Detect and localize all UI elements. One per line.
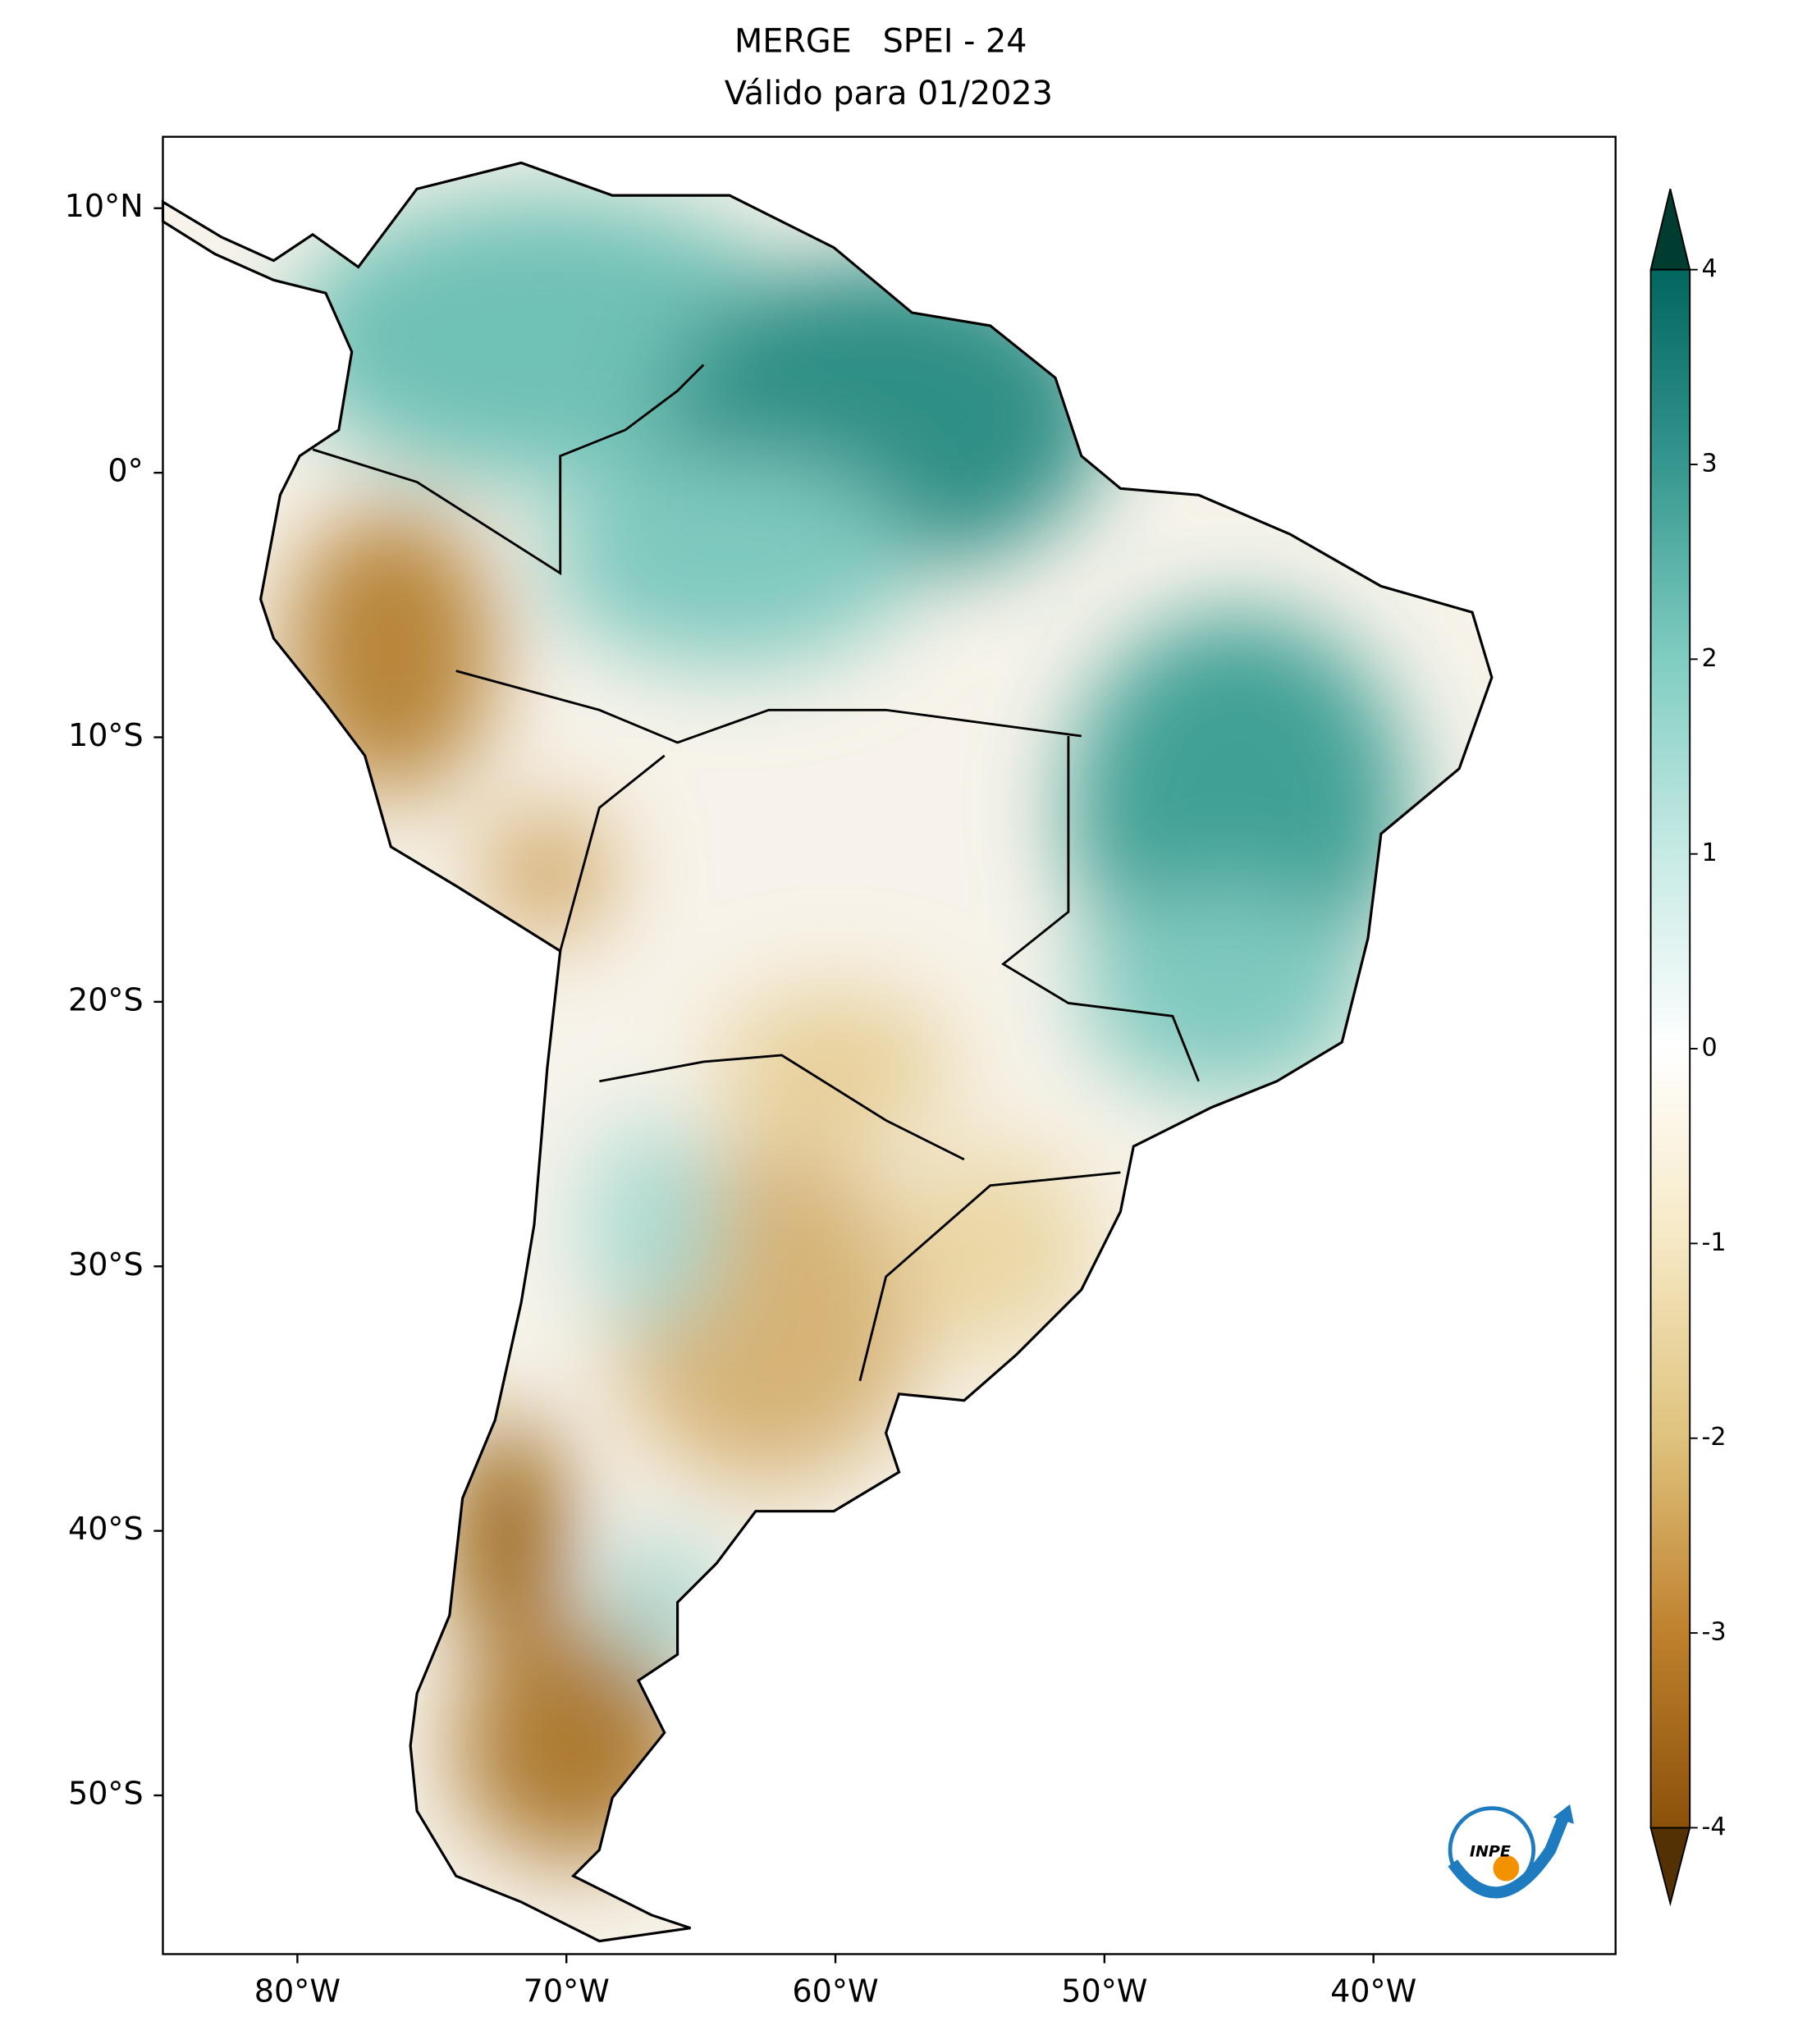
colorbar-tick-label: 4 [1701, 254, 1717, 283]
inpe-logo: INPE [1448, 1804, 1574, 1899]
colorbar-extend-high [1649, 188, 1691, 271]
x-tick-label: 40°W [1330, 1973, 1416, 2010]
x-tick-label: 50°W [1061, 1973, 1147, 2010]
y-tick-label: 50°S [68, 1776, 144, 1812]
y-tick-label: 10°N [65, 188, 144, 224]
x-tick-label: 60°W [792, 1973, 878, 2010]
colorbar-tick-label: -3 [1701, 1618, 1726, 1647]
logo-text: INPE [1470, 1842, 1511, 1860]
colorbar-tick-label: 2 [1701, 644, 1717, 673]
colorbar-tick-label: -2 [1701, 1423, 1726, 1452]
map-title: MERGE SPEI - 24 [734, 23, 1027, 61]
borders [312, 364, 1200, 1382]
y-tick-label: 30°S [68, 1246, 144, 1283]
colorbar-tick-label: 3 [1701, 449, 1717, 478]
colorbar-tick-label: 1 [1701, 839, 1717, 867]
y-tick-label: 20°S [68, 981, 144, 1017]
y-tick-label: 0° [108, 453, 143, 489]
y-tick-label: 10°S [68, 717, 144, 753]
y-tick-label: 40°S [68, 1511, 144, 1547]
colorbar [1649, 268, 1691, 1829]
colorbar-extend-low [1649, 1827, 1691, 1907]
x-tick-label: 80°W [254, 1973, 341, 2010]
colorbar-tick-label: -4 [1701, 1813, 1726, 1841]
colorbar-tick-label: 0 [1701, 1034, 1717, 1063]
colorbar-tick-label: -1 [1701, 1228, 1726, 1257]
x-tick-label: 70°W [524, 1973, 610, 2010]
map-subtitle: Válido para 01/2023 [725, 75, 1053, 112]
